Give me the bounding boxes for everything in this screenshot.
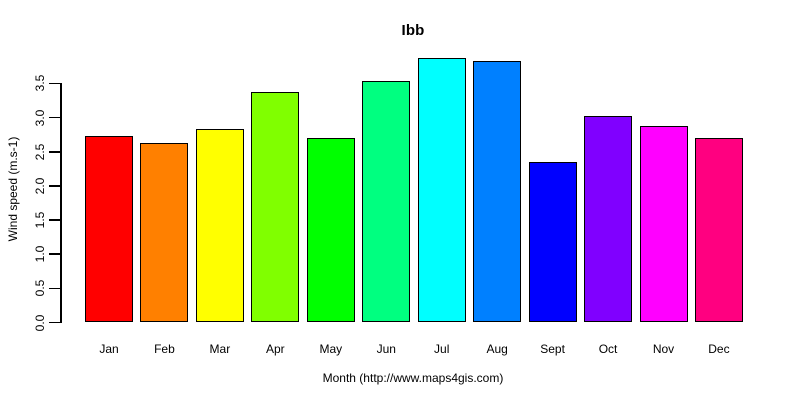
- x-tick-label-feb: Feb: [154, 342, 175, 356]
- bar-aug: [473, 60, 522, 323]
- x-tick-label-dec: Dec: [708, 342, 730, 356]
- bar-jul: [417, 58, 466, 323]
- bar-jun: [362, 81, 411, 323]
- x-tick-label-mar: Mar: [209, 342, 231, 356]
- bar-may: [306, 138, 355, 323]
- chart-title: Ibb: [401, 22, 425, 39]
- x-tick-label-jan: Jan: [99, 342, 119, 356]
- x-tick-label-sept: Sept: [540, 342, 565, 356]
- bar-apr: [251, 91, 300, 323]
- x-tick-label-may: May: [319, 342, 343, 356]
- x-tick-label-jun: Jun: [376, 342, 396, 356]
- bar-mar: [195, 129, 244, 323]
- y-axis-line: [60, 83, 62, 324]
- x-tick-label-nov: Nov: [652, 342, 675, 356]
- y-axis-title: Wind speed (m.s-1): [6, 136, 20, 242]
- y-tick-label: 1.5: [33, 211, 47, 229]
- bar-dec: [694, 138, 743, 323]
- y-tick-label: 0.0: [33, 314, 47, 331]
- bar-jan: [85, 136, 133, 323]
- x-tick-label-jul: Jul: [434, 342, 450, 356]
- bar-sept: [528, 162, 577, 323]
- x-axis-title: Month (http://www.maps4gis.com): [322, 371, 504, 385]
- y-tick: [49, 151, 60, 153]
- x-tick-label-apr: Apr: [266, 342, 285, 356]
- y-tick: [49, 287, 60, 290]
- y-tick-label: 3.5: [33, 75, 47, 92]
- bar-feb: [140, 142, 189, 323]
- x-tick-label-oct: Oct: [598, 342, 618, 356]
- y-tick-label: 0.5: [33, 280, 47, 297]
- bar-nov: [639, 125, 688, 323]
- y-tick-label: 3.0: [33, 109, 47, 126]
- y-tick-label: 2.5: [33, 143, 47, 161]
- x-tick-label-aug: Aug: [486, 342, 508, 356]
- y-tick: [49, 116, 60, 119]
- y-tick: [49, 321, 60, 324]
- y-tick: [49, 253, 60, 255]
- y-tick-label: 1.0: [33, 245, 47, 263]
- y-tick-label: 2.0: [33, 177, 47, 195]
- bar-oct: [584, 116, 633, 323]
- y-tick: [49, 219, 60, 221]
- y-tick: [49, 82, 60, 85]
- y-tick: [49, 185, 60, 187]
